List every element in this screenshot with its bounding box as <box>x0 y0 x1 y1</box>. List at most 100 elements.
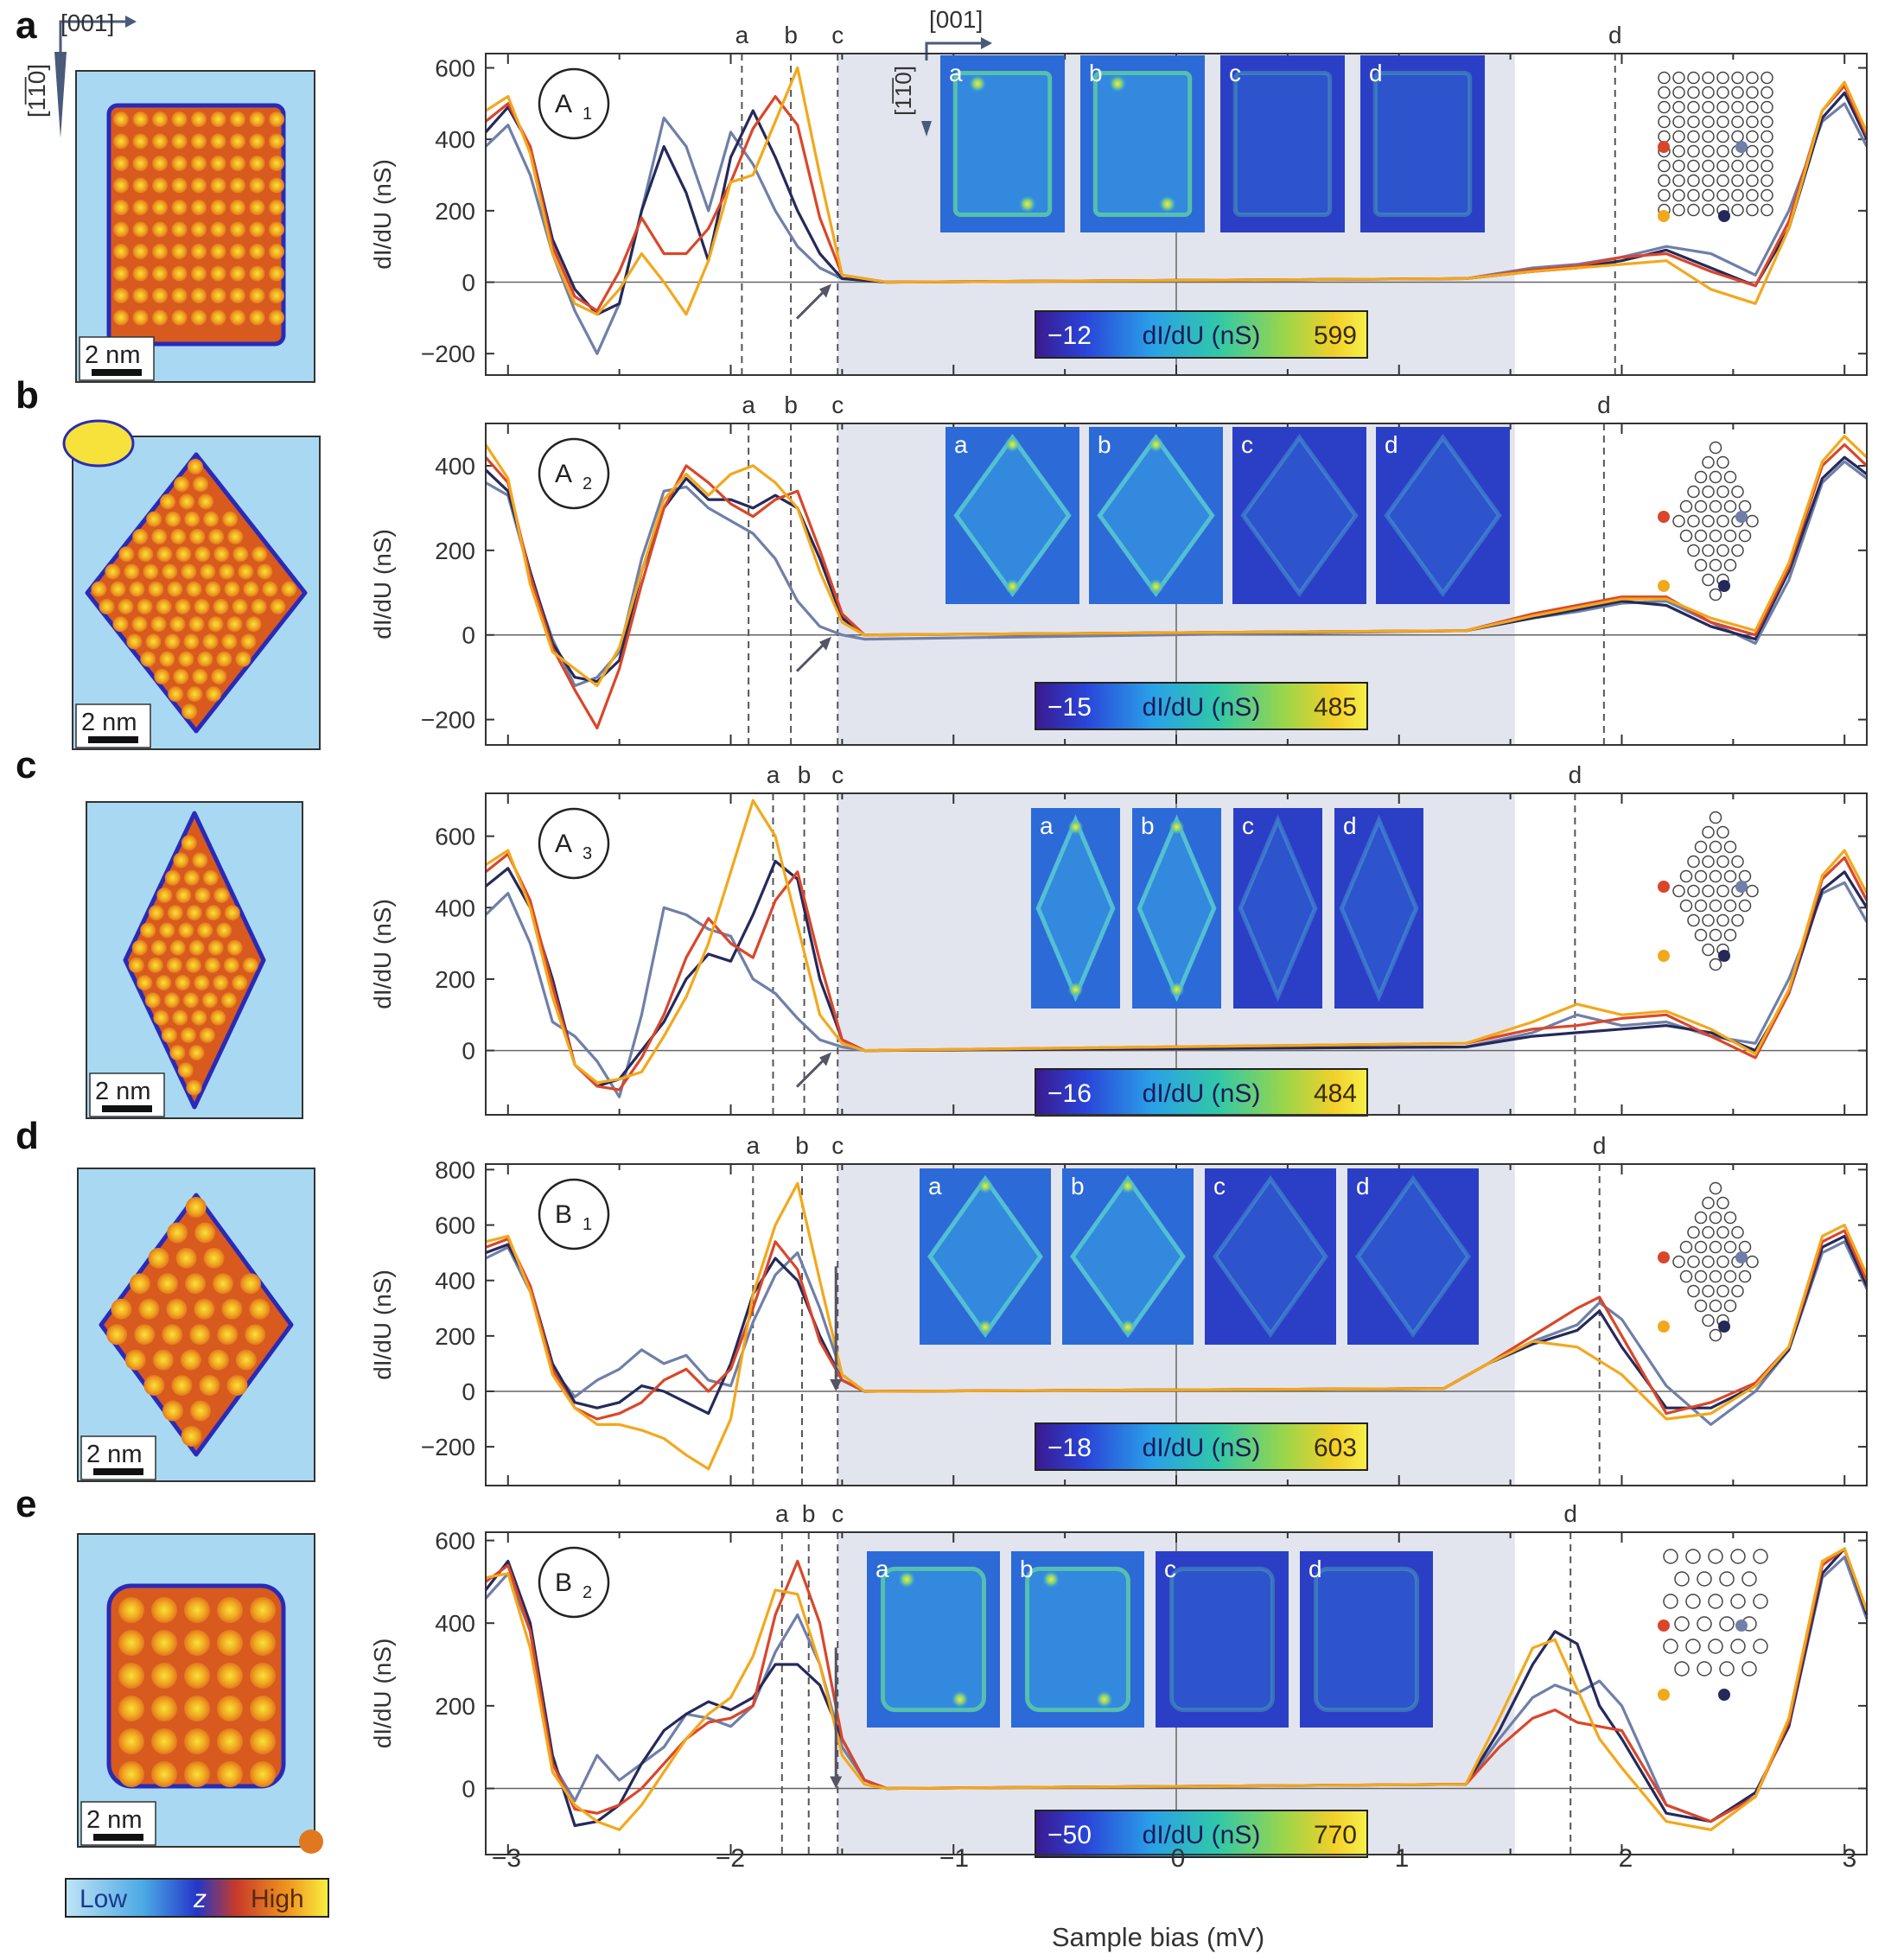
lattice-atom <box>1687 71 1700 85</box>
map-label: d <box>1369 60 1383 86</box>
lattice-atom <box>1731 100 1744 114</box>
lattice-atom <box>1731 159 1744 173</box>
atom-dot <box>138 1298 160 1320</box>
arrowhead-icon <box>981 37 992 49</box>
atom-dot <box>194 887 211 903</box>
atom-dot <box>230 221 245 238</box>
atom-dot <box>152 111 168 127</box>
atom-dot <box>152 133 168 150</box>
atom-dot <box>181 1425 202 1447</box>
lattice-atom <box>1731 203 1744 217</box>
atom-dot <box>269 111 284 127</box>
atom-dot <box>163 992 180 1009</box>
lattice-atom <box>1687 100 1700 114</box>
atom-dot <box>250 1761 276 1787</box>
atom-dot <box>210 111 226 127</box>
atomic-island <box>99 1193 294 1457</box>
colorbar-min: −12 <box>1047 321 1092 350</box>
atom-dot <box>210 244 226 259</box>
panel-letter: d <box>16 1115 39 1157</box>
atom-dot <box>200 563 216 580</box>
plot-frame <box>485 423 1868 746</box>
plot-frame <box>485 792 1868 1116</box>
atom-dot <box>210 288 226 303</box>
map-feature <box>1372 71 1473 217</box>
atom-dot <box>230 133 245 150</box>
lattice-highlight <box>1735 511 1748 523</box>
colorbar-label: dI/dU (nS) <box>1143 1434 1261 1462</box>
lattice-atom <box>1716 1255 1729 1269</box>
atom-dot <box>250 1728 276 1754</box>
atom-dot <box>210 221 226 238</box>
atom-dot <box>152 265 168 282</box>
map-label: d <box>1385 431 1398 458</box>
didv-map-inset: b <box>1080 55 1205 232</box>
lattice-atom <box>1702 455 1715 469</box>
atom-dot <box>210 200 226 215</box>
map-background <box>1156 1551 1289 1728</box>
lattice-atom <box>1663 1549 1678 1564</box>
lattice-atom <box>1709 928 1722 942</box>
atom-dot <box>262 581 278 597</box>
lattice-atom <box>1730 1639 1746 1654</box>
atom-dot <box>152 309 168 326</box>
lattice-atom <box>1738 1240 1752 1254</box>
series-line-dark <box>485 1234 1869 1416</box>
atom-dot <box>249 309 265 326</box>
atom-dot <box>181 703 198 720</box>
atom-dot <box>188 616 205 633</box>
atom-dot <box>113 309 129 326</box>
lattice-atom <box>1716 884 1729 898</box>
atom-dot <box>156 887 173 903</box>
arrow-icon <box>795 1056 828 1088</box>
atom-dot <box>249 133 265 150</box>
lattice-atom <box>1746 203 1759 217</box>
y-tick-label: 400 <box>435 1610 475 1637</box>
atom-dot <box>180 1349 201 1371</box>
lattice-atom <box>1709 1270 1722 1283</box>
marker-label: b <box>798 761 812 788</box>
map-hotspot <box>951 1690 969 1709</box>
atom-dot <box>270 598 286 614</box>
atom-dot <box>106 1324 128 1346</box>
lattice-atom <box>1741 1571 1757 1587</box>
atom-dot <box>166 957 182 973</box>
lattice-atom <box>1702 174 1715 188</box>
map-hotspot <box>1168 818 1185 835</box>
atom-dot <box>171 133 188 150</box>
colorbar-min: −15 <box>1047 693 1092 722</box>
map-label: c <box>1242 812 1254 839</box>
atom-dot <box>191 156 207 171</box>
lattice-atom <box>1663 1639 1678 1654</box>
colorbar-label: dI/dU (nS) <box>1143 1079 1261 1108</box>
atom-dot <box>153 1009 169 1026</box>
atom-dot <box>212 1273 233 1295</box>
direction-label-side: [1̅1̅0] <box>23 64 50 118</box>
atom-dot <box>213 975 229 991</box>
atom-dot <box>191 265 207 282</box>
atom-dot <box>216 651 232 667</box>
map-feature <box>1339 814 1419 1002</box>
lattice-atom <box>1723 470 1737 484</box>
atom-dot <box>186 581 202 597</box>
atom-dot <box>151 1630 177 1656</box>
map-label: d <box>1343 812 1357 839</box>
atom-dot <box>191 309 207 326</box>
atom-dot <box>175 887 192 903</box>
atom-dot <box>132 244 149 259</box>
didv-map-inset: d <box>1360 55 1485 232</box>
atom-dot <box>186 1079 202 1096</box>
atom-dot <box>171 156 188 171</box>
lattice-atom <box>1702 144 1715 158</box>
series-line-gold <box>485 799 1869 1085</box>
atom-dot <box>152 244 168 259</box>
arrow-head-icon <box>830 1378 843 1391</box>
lattice-atom <box>1731 174 1744 188</box>
y-tick-label: 200 <box>435 1693 475 1720</box>
lattice-atom <box>1702 855 1715 869</box>
marker-label: d <box>1593 1132 1607 1159</box>
plot-frame <box>485 1531 1868 1855</box>
atom-dot <box>118 1728 144 1754</box>
lattice-atom <box>1674 1571 1690 1587</box>
atom-dot <box>174 476 190 493</box>
